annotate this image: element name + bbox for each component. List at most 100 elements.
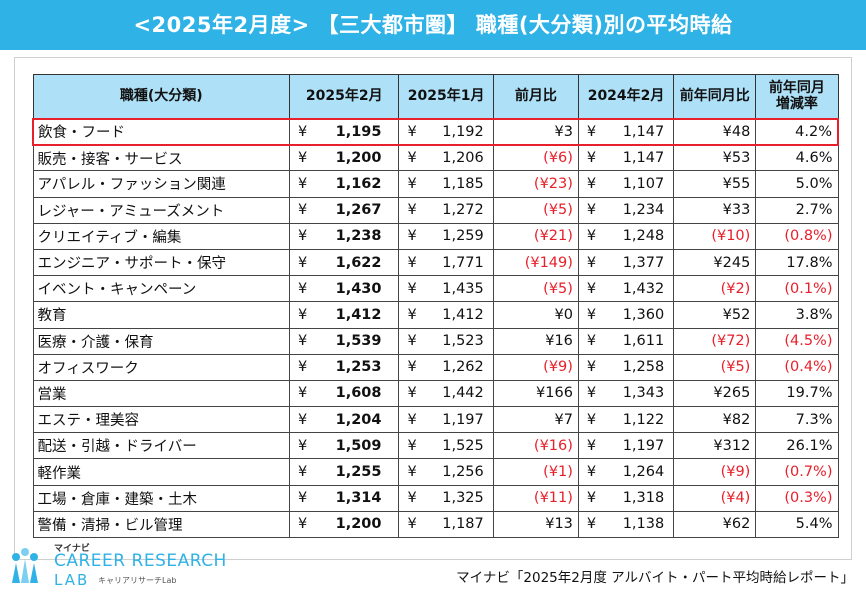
yen-mark: ¥ — [407, 254, 417, 271]
cell-current-value: 1,238 — [335, 228, 382, 245]
cell-current: ¥1,539 — [288, 327, 400, 355]
header-prev-year: 2024年2月 — [577, 74, 675, 119]
cell-yoy-rate: (0.8%) — [755, 222, 839, 250]
table-row: 工場・倉庫・建築・土木 ¥1,314 ¥1,325 (¥11) ¥1,318 (¥4) (0… — [32, 484, 839, 512]
cell-prev-month: ¥1,325 — [398, 484, 494, 512]
cell-mom: (¥21) — [492, 222, 579, 250]
yen-mark: ¥ — [586, 437, 597, 454]
cell-prev-month: ¥1,187 — [398, 510, 494, 539]
cell-mom: ¥7 — [492, 406, 579, 434]
cell-yoy-rate: (0.4%) — [755, 353, 839, 381]
yen-mark: ¥ — [298, 333, 308, 350]
cell-yoy-rate: (0.1%) — [755, 275, 839, 303]
cell-prev-month: ¥1,262 — [398, 353, 494, 381]
cell-yoy-rate: 3.8% — [755, 301, 839, 329]
cell-prev-year: ¥1,147 — [577, 117, 675, 146]
cell-current-value: 1,539 — [335, 333, 382, 350]
yen-mark: ¥ — [586, 333, 597, 350]
cell-yoy: (¥4) — [673, 484, 757, 512]
cell-prev-year-value: 1,147 — [622, 123, 665, 140]
yen-mark: ¥ — [586, 385, 597, 402]
cell-prev-month: ¥1,197 — [398, 406, 494, 434]
cell-prev-year: ¥1,432 — [577, 275, 675, 303]
cell-mom: ¥166 — [492, 379, 579, 408]
yen-mark: ¥ — [586, 490, 597, 507]
header-category: 職種(大分類) — [32, 74, 290, 119]
cell-mom: (¥5) — [492, 196, 579, 224]
cell-prev-month: ¥1,523 — [398, 327, 494, 355]
yen-mark: ¥ — [298, 202, 308, 219]
cell-current: ¥1,430 — [288, 275, 400, 303]
cell-current-value: 1,253 — [335, 359, 382, 376]
yen-mark: ¥ — [298, 411, 308, 428]
cell-category: イベント・キャンペーン — [32, 275, 290, 303]
table-row: エステ・理美容 ¥1,204 ¥1,197 ¥7 ¥1,122 ¥82 7.3% — [32, 406, 839, 434]
cell-current: ¥1,238 — [288, 222, 400, 250]
table-row: 医療・介護・保育 ¥1,539 ¥1,523 ¥16 ¥1,611 (¥72) (4.5%) — [32, 327, 839, 355]
yen-mark: ¥ — [298, 306, 308, 323]
cell-yoy: (¥5) — [673, 353, 757, 381]
cell-prev-year: ¥1,197 — [577, 432, 675, 460]
cell-yoy-rate: 5.0% — [755, 170, 839, 198]
cell-prev-month-value: 1,197 — [442, 411, 484, 428]
cell-category: 医療・介護・保育 — [32, 327, 290, 355]
cell-prev-month-value: 1,192 — [442, 123, 484, 140]
cell-current-value: 1,267 — [335, 202, 382, 219]
page-title: <2025年2月度> 【三大都市圏】 職種(大分類)別の平均時給 — [0, 0, 866, 50]
cell-prev-month-value: 1,187 — [442, 516, 484, 533]
logo-brand: マイナビ — [54, 544, 90, 554]
cell-mom: (¥1) — [492, 458, 579, 486]
cell-mom: (¥149) — [492, 248, 579, 277]
yen-mark: ¥ — [407, 228, 417, 245]
yen-mark: ¥ — [586, 150, 597, 167]
cell-category: 販売・接客・サービス — [32, 144, 290, 172]
cell-current-value: 1,204 — [335, 411, 382, 428]
cell-yoy: ¥82 — [673, 406, 757, 434]
cell-current: ¥1,622 — [288, 248, 400, 277]
table-panel: 職種(大分類) 2025年2月 2025年1月 前月比 2024年2月 前年同月… — [14, 57, 852, 560]
yen-mark: ¥ — [586, 254, 597, 271]
cell-mom: (¥23) — [492, 170, 579, 198]
cell-yoy: (¥9) — [673, 458, 757, 486]
cell-prev-year: ¥1,234 — [577, 196, 675, 224]
cell-category: 工場・倉庫・建築・土木 — [32, 484, 290, 512]
table-row: 軽作業 ¥1,255 ¥1,256 (¥1) ¥1,264 (¥9) (0.7%) — [32, 458, 839, 486]
source-caption: マイナビ「2025年2月度 アルバイト・パート平均時給レポート」 — [456, 570, 854, 586]
cell-yoy-rate: (0.7%) — [755, 458, 839, 486]
cell-yoy: ¥53 — [673, 144, 757, 172]
cell-yoy: ¥52 — [673, 301, 757, 329]
cell-prev-year-value: 1,343 — [622, 385, 665, 402]
table-row: エンジニア・サポート・保守 ¥1,622 ¥1,771 (¥149) ¥1,377 ¥24… — [32, 248, 839, 277]
table-row: 警備・清掃・ビル管理 ¥1,200 ¥1,187 ¥13 ¥1,138 ¥62 5.4% — [32, 510, 839, 539]
yen-mark: ¥ — [298, 490, 308, 507]
cell-category: クリエイティブ・編集 — [32, 222, 290, 250]
cell-prev-year-value: 1,248 — [622, 228, 665, 245]
cell-current: ¥1,255 — [288, 458, 400, 486]
yen-mark: ¥ — [407, 306, 417, 323]
cell-current: ¥1,253 — [288, 353, 400, 381]
cell-current: ¥1,314 — [288, 484, 400, 512]
cell-category: オフィスワーク — [32, 353, 290, 381]
cell-yoy: ¥265 — [673, 379, 757, 408]
yen-mark: ¥ — [407, 437, 417, 454]
table-row: イベント・キャンペーン ¥1,430 ¥1,435 (¥5) ¥1,432 (¥2) (0.… — [32, 275, 839, 303]
table-body: 飲食・フード ¥1,195 ¥1,192 ¥3 ¥1,147 ¥48 4.2% 販売・接客・サ… — [32, 117, 840, 539]
yen-mark: ¥ — [586, 464, 597, 481]
cell-prev-month: ¥1,435 — [398, 275, 494, 303]
cell-yoy: ¥55 — [673, 170, 757, 198]
cell-prev-year-value: 1,360 — [622, 306, 665, 323]
logo-sub-text: キャリアリサーチLab — [98, 576, 177, 585]
table-header-row: 職種(大分類) 2025年2月 2025年1月 前月比 2024年2月 前年同月… — [32, 74, 839, 119]
cell-prev-year: ¥1,122 — [577, 406, 675, 434]
cell-yoy: (¥2) — [673, 275, 757, 303]
cell-category: 教育 — [32, 301, 290, 329]
table-row: オフィスワーク ¥1,253 ¥1,262 (¥9) ¥1,258 (¥5) (0.4%) — [32, 353, 839, 381]
cell-prev-month: ¥1,259 — [398, 222, 494, 250]
cell-yoy: (¥10) — [673, 222, 757, 250]
cell-prev-year: ¥1,318 — [577, 484, 675, 512]
yen-mark: ¥ — [586, 228, 597, 245]
cell-prev-month-value: 1,525 — [442, 437, 484, 454]
wage-table: 職種(大分類) 2025年2月 2025年1月 前月比 2024年2月 前年同月… — [32, 74, 840, 539]
cell-prev-month: ¥1,272 — [398, 196, 494, 224]
cell-prev-month: ¥1,442 — [398, 379, 494, 408]
